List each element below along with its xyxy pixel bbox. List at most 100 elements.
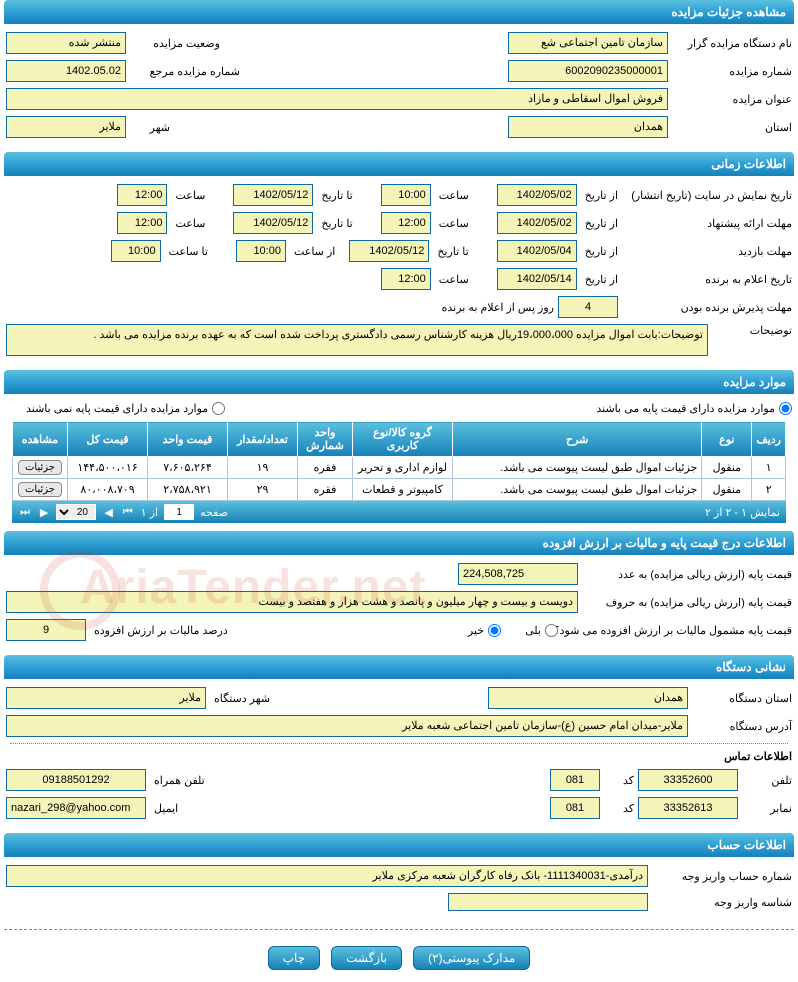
cell-qty: ۱۹ xyxy=(228,457,298,479)
details-button[interactable]: جزئیات xyxy=(18,482,62,497)
label-fax: نمابر xyxy=(742,802,792,815)
cell-total: ۸۰،۰۰۸،۷۰۹ xyxy=(68,479,148,501)
label-visit: مهلت بازدید xyxy=(622,245,792,258)
th-unit-price: قیمت واحد xyxy=(148,422,228,457)
label-acc-id: شناسه واریز وجه xyxy=(652,896,792,909)
print-button[interactable]: چاپ xyxy=(268,946,320,970)
field-visit-from-time: 10:00 xyxy=(236,240,286,262)
back-button[interactable]: بازگشت xyxy=(331,946,402,970)
radio-no-base-price-input[interactable] xyxy=(212,402,225,415)
field-proposal-to-time: 12:00 xyxy=(117,212,167,234)
label-time-2b: ساعت xyxy=(171,217,205,230)
pager-page-input[interactable] xyxy=(164,504,194,520)
label-time-1a: ساعت xyxy=(435,189,469,202)
field-publish-from-date: 1402/05/02 xyxy=(497,184,577,206)
field-ref-no: 1402.05.02 xyxy=(6,60,126,82)
cell-desc: جزئیات اموال طبق لیست پیوست می باشد. xyxy=(453,457,702,479)
label-from-date-3: از تاریخ xyxy=(581,245,618,258)
field-base-price-word: دویست و بیست و چهار میلیون و پانصد و هشت… xyxy=(6,591,578,613)
label-accept-suffix: روز پس از اعلام به برنده xyxy=(438,301,554,314)
field-proposal-to-date: 1402/05/12 xyxy=(233,212,313,234)
th-row: ردیف xyxy=(752,422,786,457)
label-org-city: شهر دستگاه xyxy=(210,692,270,705)
cell-row: ۲ xyxy=(752,479,786,501)
table-row: ۱منقولجزئیات اموال طبق لیست پیوست می باش… xyxy=(13,457,786,479)
header-auction-details: مشاهده جزئیات مزایده xyxy=(4,0,794,24)
label-mobile: تلفن همراه xyxy=(150,774,205,787)
cell-qty: ۲۹ xyxy=(228,479,298,501)
label-vat-pct: درصد مالیات بر ارزش افزوده xyxy=(90,624,228,637)
details-button[interactable]: جزئیات xyxy=(18,460,62,475)
label-to-date-3: تا تاریخ xyxy=(433,245,468,258)
items-table: ردیف نوع شرح گروه کالا/نوع کاربری واحد ش… xyxy=(12,421,786,501)
attachments-button[interactable]: مدارک پیوستی(۲) xyxy=(413,946,530,970)
field-visit-from-date: 1402/05/04 xyxy=(497,240,577,262)
cell-type: منقول xyxy=(702,457,752,479)
divider xyxy=(10,743,788,744)
pager-next-icon[interactable]: ▶ xyxy=(38,506,50,519)
field-publish-to-time: 12:00 xyxy=(117,184,167,206)
label-desc: توضیحات xyxy=(712,324,792,337)
label-time-4: ساعت xyxy=(435,273,469,286)
label-org-address: آدرس دستگاه xyxy=(692,720,792,733)
th-qty: تعداد/مقدار xyxy=(228,422,298,457)
field-org-province: همدان xyxy=(488,687,688,709)
pager-size-select[interactable]: 20 xyxy=(56,504,96,520)
divider-bottom xyxy=(4,929,794,930)
pager-first-icon[interactable]: ⏮ xyxy=(121,506,135,519)
table-pager: نمایش ۱ - ۲ از ۲ صفحه از ۱ ⏮ ◀ 20 ▶ ⏭ xyxy=(12,501,786,523)
table-row: ۲منقولجزئیات اموال طبق لیست پیوست می باش… xyxy=(13,479,786,501)
label-to-date-1: تا تاریخ xyxy=(317,189,352,202)
label-province: استان xyxy=(672,121,792,134)
th-total: قیمت کل xyxy=(68,422,148,457)
label-auction-no: شماره مزایده xyxy=(672,65,792,78)
field-visit-to-time: 10:00 xyxy=(111,240,161,262)
field-auction-no: 6002090235000001 xyxy=(508,60,668,82)
header-account: اطلاعات حساب xyxy=(4,833,794,857)
th-group: گروه کالا/نوع کاربری xyxy=(353,422,453,457)
th-unit: واحد شمارش xyxy=(298,422,353,457)
field-acc-no: درآمدی-1111340031- بانک رفاه کارگران شعب… xyxy=(6,865,648,887)
radio-vat-yes[interactable]: بلی xyxy=(525,624,558,637)
field-publish-to-date: 1402/05/12 xyxy=(233,184,313,206)
radio-vat-no-label: خیر xyxy=(468,624,484,637)
cell-row: ۱ xyxy=(752,457,786,479)
label-to-time-3: تا ساعت xyxy=(165,245,208,258)
th-view: مشاهده xyxy=(13,422,68,457)
header-org-addr: نشانی دستگاه xyxy=(4,655,794,679)
field-province: همدان xyxy=(508,116,668,138)
label-contact-title: اطلاعات تماس xyxy=(720,750,792,763)
cell-unit-price: ۲،۷۵۸،۹۲۱ xyxy=(148,479,228,501)
field-visit-to-date: 1402/05/12 xyxy=(349,240,429,262)
field-org: سازمان تامین اجتماعی شع xyxy=(508,32,668,54)
field-mobile: 09188501292 xyxy=(6,769,146,791)
field-base-price-num: 224,508,725 xyxy=(458,563,578,585)
label-phone: تلفن xyxy=(742,774,792,787)
cell-unit: فقره xyxy=(298,479,353,501)
radio-vat-yes-input[interactable] xyxy=(545,624,558,637)
field-org-address: ملایر-میدان امام حسین (ع)-سازمان تامین ا… xyxy=(6,715,688,737)
label-vat-q: قیمت پایه مشمول مالیات بر ارزش افزوده می… xyxy=(562,624,792,637)
pager-last-icon[interactable]: ⏭ xyxy=(18,506,32,519)
field-publish-from-time: 10:00 xyxy=(381,184,431,206)
radio-vat-no[interactable]: خیر xyxy=(468,624,501,637)
radio-no-base-price[interactable]: موارد مزایده دارای قیمت پایه نمی باشند xyxy=(26,402,225,415)
label-from-date-2: از تاریخ xyxy=(581,217,618,230)
radio-has-base-price[interactable]: موارد مزایده دارای قیمت پایه می باشند xyxy=(596,402,792,415)
radio-has-base-price-input[interactable] xyxy=(779,402,792,415)
pager-of-label: از ۱ xyxy=(141,506,158,519)
label-status: وضعیت مزایده xyxy=(130,37,220,50)
header-pricing: اطلاعات درج قیمت پایه و مالیات بر ارزش ا… xyxy=(4,531,794,555)
cell-total: ۱۴۴،۵۰۰،۰۱۶ xyxy=(68,457,148,479)
field-announce-date: 1402/05/14 xyxy=(497,268,577,290)
pager-prev-icon[interactable]: ◀ xyxy=(102,506,114,519)
radio-has-base-price-label: موارد مزایده دارای قیمت پایه می باشند xyxy=(596,402,775,415)
cell-unit: فقره xyxy=(298,457,353,479)
cell-desc: جزئیات اموال طبق لیست پیوست می باشد. xyxy=(453,479,702,501)
label-city: شهر xyxy=(130,121,170,134)
radio-vat-no-input[interactable] xyxy=(488,624,501,637)
label-announce: تاریخ اعلام به برنده xyxy=(622,273,792,286)
field-proposal-from-date: 1402/05/02 xyxy=(497,212,577,234)
field-phone: 33352600 xyxy=(638,769,738,791)
label-time-2a: ساعت xyxy=(435,217,469,230)
